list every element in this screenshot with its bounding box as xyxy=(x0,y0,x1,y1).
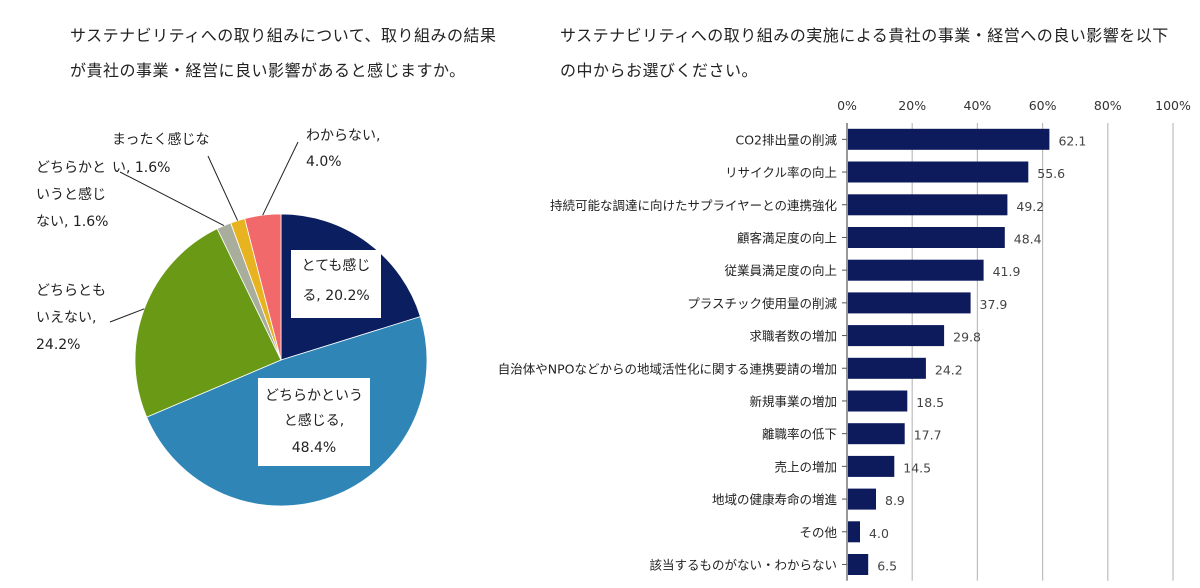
data-label: 48.4 xyxy=(1014,231,1042,246)
data-label: 14.5 xyxy=(903,460,931,475)
data-label: 17.7 xyxy=(914,428,942,443)
pie-label-line: どちらとも xyxy=(36,283,106,299)
pie-label-box xyxy=(291,250,381,318)
category-label: 従業員満足度の向上 xyxy=(724,263,837,278)
pie-label-line: 24.2% xyxy=(36,337,80,353)
pie-leader-line xyxy=(207,155,239,221)
bar xyxy=(848,292,971,314)
pie-slice xyxy=(134,228,282,418)
bar xyxy=(848,521,860,543)
category-label: 顧客満足度の向上 xyxy=(737,230,837,245)
pie-label-line: まったく感じな xyxy=(112,131,209,148)
pie-leader-line xyxy=(262,141,299,216)
bar xyxy=(848,259,984,281)
category-label: 求職者数の増加 xyxy=(749,329,837,344)
x-tick-label: 60% xyxy=(1029,98,1057,113)
pie-label: わからない, 4.0% xyxy=(262,128,380,216)
bar xyxy=(848,128,1050,150)
bar xyxy=(848,488,876,510)
pie-label-line: いえない, xyxy=(36,310,96,326)
bar xyxy=(848,194,1008,216)
pie-label-line: と感じる, xyxy=(284,412,344,429)
data-label: 62.1 xyxy=(1058,133,1086,148)
pie-label-line: わからない, xyxy=(306,128,380,144)
bar-chart: 0% 20% 40% 60% 80% 100% CO2排出量の削減 62.1 リサイクル率の向上… xyxy=(498,98,1191,581)
data-label: 55.6 xyxy=(1037,166,1065,181)
category-label: 自治体やNPOなどからの地域活性化に関する連携要請の増加 xyxy=(498,361,837,376)
category-label: 離職率の低下 xyxy=(762,427,837,442)
data-label: 37.9 xyxy=(980,297,1008,312)
bar xyxy=(848,227,1005,248)
category-label: プラスチック使用量の削減 xyxy=(687,296,837,311)
category-label: 売上の増加 xyxy=(774,459,837,474)
pie-label-line: どちらかと xyxy=(36,160,106,176)
x-tick-label: 0% xyxy=(837,98,857,113)
bar xyxy=(848,357,926,379)
pie-leader-line xyxy=(109,308,145,323)
bar xyxy=(848,554,869,575)
pie-label-line: いうと感じ xyxy=(36,186,106,203)
x-tick-label: 80% xyxy=(1094,98,1122,113)
category-label: その他 xyxy=(799,525,837,540)
data-label: 41.9 xyxy=(993,264,1021,279)
pie-label-box xyxy=(258,378,370,466)
category-label: リサイクル率の向上 xyxy=(725,165,837,180)
data-label: 49.2 xyxy=(1016,199,1044,214)
pie-label-line: ない, 1.6% xyxy=(36,214,108,230)
bar xyxy=(848,390,908,412)
bar xyxy=(848,325,945,347)
pie-question-text: サステナビリティへの取り組みについて、取り組みの結果が貴社の事業・経営に良い影響… xyxy=(70,26,497,80)
category-label: 該当するものがない・わからない xyxy=(649,557,837,572)
pie-label-line: とても感じ xyxy=(302,257,371,274)
bar xyxy=(848,161,1029,183)
x-tick-label: 40% xyxy=(964,98,992,113)
bar-question-text: サステナビリティへの取り組みの実施による貴社の事業・経営への良い影響を以下の中か… xyxy=(560,26,1169,80)
pie-label-line: る, 20.2% xyxy=(302,288,369,304)
data-label: 24.2 xyxy=(935,362,963,377)
pie-label-line: い, 1.6% xyxy=(112,160,170,176)
pie-label-line: 48.4% xyxy=(292,440,336,456)
data-label: 6.5 xyxy=(877,558,897,573)
pie-label-line: どちらかという xyxy=(265,388,363,404)
x-tick-label: 100% xyxy=(1155,98,1191,113)
pie-leader-line xyxy=(119,171,225,227)
x-tick-label: 20% xyxy=(898,98,926,113)
category-label: 持続可能な調達に向けたサプライヤーとの連携強化 xyxy=(550,198,838,213)
bar xyxy=(848,423,905,445)
category-label: CO2排出量の削減 xyxy=(735,132,837,147)
data-label: 4.0 xyxy=(869,526,889,541)
pie-label-line: 4.0% xyxy=(306,154,342,170)
data-label: 29.8 xyxy=(953,330,981,345)
category-label: 地域の健康寿命の増進 xyxy=(712,492,838,507)
category-label: 新規事業の増加 xyxy=(749,394,837,409)
data-label: 8.9 xyxy=(885,493,905,508)
data-label: 18.5 xyxy=(916,395,944,410)
bar xyxy=(848,455,895,477)
